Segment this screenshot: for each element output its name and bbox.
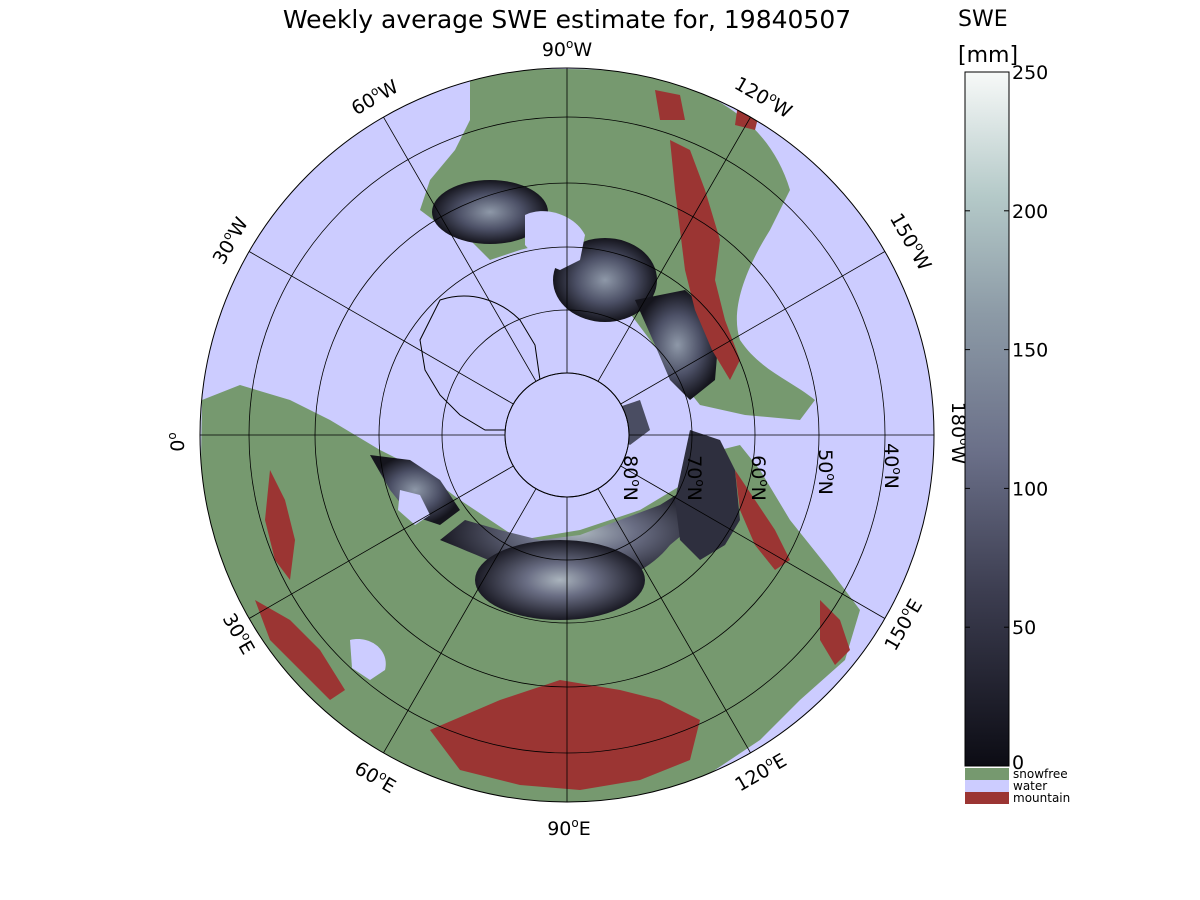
swe-east-siberia (675, 430, 740, 560)
meridian-line (248, 465, 514, 619)
alaska-range (655, 90, 760, 130)
colorbar-tick-label: 100 (1012, 478, 1048, 500)
kamchatka (820, 600, 850, 665)
colorbar-tick-label: 50 (1012, 617, 1036, 639)
meridian-line (383, 116, 537, 382)
colorbar-tick-label: 250 (1012, 62, 1048, 84)
legend-label-water: water (1013, 779, 1047, 793)
lon-label-90e: 90oE (547, 816, 591, 840)
lon-label-150w: 150oW (885, 208, 937, 274)
hudson-bay (525, 211, 585, 270)
polar-gap (504, 372, 630, 498)
colorbar-tick-label: 200 (1012, 201, 1048, 223)
colorbar-scale (964, 71, 1010, 767)
lon-label-0: 0o (165, 432, 189, 451)
map-disc (200, 68, 934, 802)
swe-north-america-west (432, 180, 548, 244)
lon-label-90w: 90oW (542, 37, 593, 61)
legend-swatch-water (965, 780, 1009, 792)
meridian-line (248, 251, 514, 405)
colorbar-tick-label: 150 (1012, 340, 1048, 362)
lat-label-80n: 80oN (619, 455, 643, 501)
meridian-line (620, 251, 886, 405)
verkhoyansk-range (735, 470, 790, 570)
meridian-line (620, 465, 886, 619)
latitude-labels: 80oN 70oN 60oN 50oN 40oN (619, 443, 904, 501)
lat-label-50n: 50oN (814, 449, 838, 495)
lat-label-60n: 60oN (747, 455, 771, 501)
lat-label-40n: 40oN (880, 443, 904, 489)
caspian-black-sea (350, 639, 386, 680)
meridian-line (383, 488, 537, 754)
lon-label-180w: 180oW (947, 402, 971, 465)
legend-swatch-mountain (965, 792, 1009, 804)
greenland-outline (419, 295, 541, 431)
colorbar-tick-label: 0 (1012, 752, 1024, 774)
central-asia-mountains (430, 680, 700, 790)
lon-label-60e: 60oE (351, 756, 401, 799)
colorbar-title-line2: [mm] (958, 43, 1018, 68)
europe-mountains (255, 600, 345, 700)
baltic-sea (398, 490, 430, 525)
legend-label-snowfree: snowfree (1013, 767, 1068, 781)
ural-mountains (265, 470, 295, 580)
swe-siberia-core (475, 540, 645, 620)
graticule (200, 68, 934, 802)
legend-label-mountain: mountain (1013, 791, 1070, 805)
colorbar-ticks: 0 50 100 150 200 250 (965, 62, 1048, 774)
swe-scandinavia (370, 455, 460, 525)
colorbar: SWE [mm] 0 50 100 150 200 250 (958, 7, 1048, 774)
rocky-mountains (670, 140, 740, 380)
meridian-line (597, 116, 751, 382)
lat-label-70n: 70oN (683, 455, 707, 501)
meridian-line (597, 488, 751, 754)
legend-swatch-snowfree (965, 768, 1009, 780)
map-rim (199, 67, 935, 803)
colorbar-title-line1: SWE (958, 7, 1008, 32)
map-title: Weekly average SWE estimate for, 1984050… (283, 5, 851, 34)
